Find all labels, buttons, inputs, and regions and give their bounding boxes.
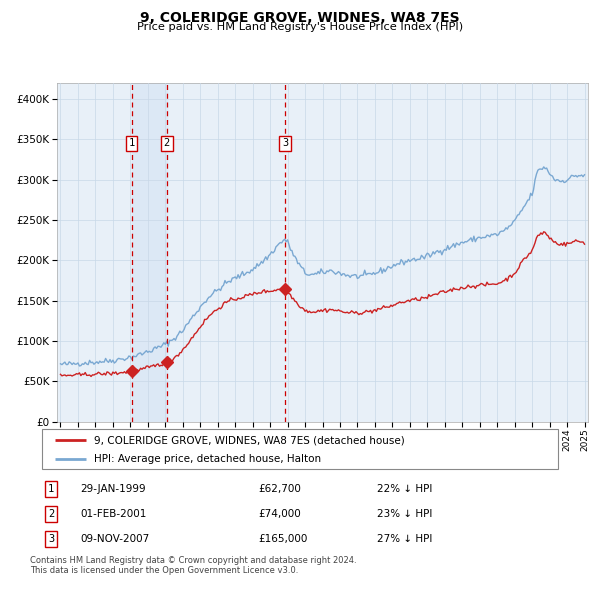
Text: 01-FEB-2001: 01-FEB-2001: [80, 509, 147, 519]
Text: 2: 2: [48, 509, 55, 519]
Text: 1: 1: [48, 484, 55, 494]
Text: 22% ↓ HPI: 22% ↓ HPI: [377, 484, 433, 494]
Text: 2: 2: [164, 138, 170, 148]
Text: 29-JAN-1999: 29-JAN-1999: [80, 484, 146, 494]
Text: £165,000: £165,000: [259, 534, 308, 544]
Text: 27% ↓ HPI: 27% ↓ HPI: [377, 534, 433, 544]
Text: 3: 3: [282, 138, 288, 148]
Text: 1: 1: [128, 138, 135, 148]
Text: 23% ↓ HPI: 23% ↓ HPI: [377, 509, 433, 519]
Text: 09-NOV-2007: 09-NOV-2007: [80, 534, 150, 544]
Text: 9, COLERIDGE GROVE, WIDNES, WA8 7ES (detached house): 9, COLERIDGE GROVE, WIDNES, WA8 7ES (det…: [94, 435, 404, 445]
Bar: [132, 83, 167, 422]
Text: HPI: Average price, detached house, Halton: HPI: Average price, detached house, Halt…: [94, 454, 321, 464]
Text: £62,700: £62,700: [259, 484, 302, 494]
Text: 3: 3: [48, 534, 55, 544]
Text: Contains HM Land Registry data © Crown copyright and database right 2024.: Contains HM Land Registry data © Crown c…: [30, 556, 356, 565]
Text: This data is licensed under the Open Government Licence v3.0.: This data is licensed under the Open Gov…: [30, 566, 298, 575]
Text: £74,000: £74,000: [259, 509, 301, 519]
Text: 9, COLERIDGE GROVE, WIDNES, WA8 7ES: 9, COLERIDGE GROVE, WIDNES, WA8 7ES: [140, 11, 460, 25]
Text: Price paid vs. HM Land Registry's House Price Index (HPI): Price paid vs. HM Land Registry's House …: [137, 22, 463, 32]
